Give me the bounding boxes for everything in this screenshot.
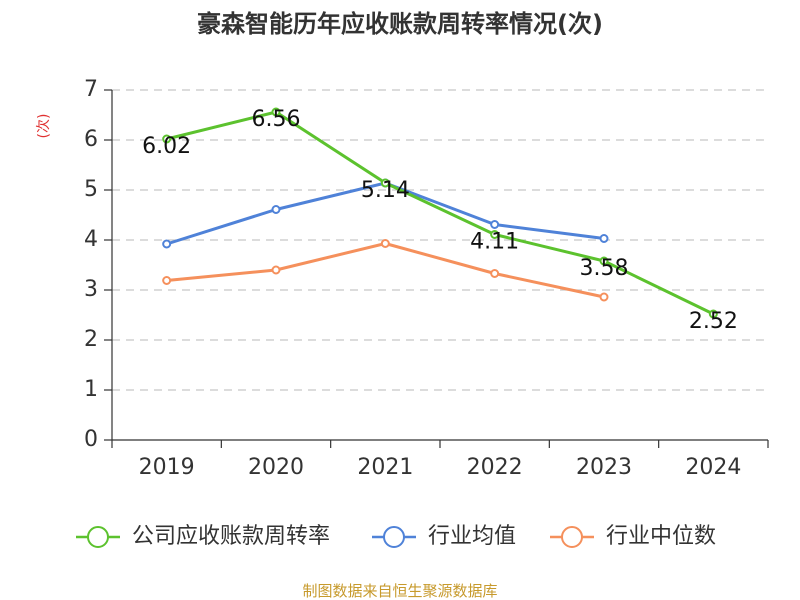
y-tick-label: 5	[84, 177, 98, 202]
data-point	[271, 107, 281, 117]
legend-item-0[interactable]: 公司应收账款周转率	[76, 524, 330, 549]
y-tick-label: 2	[84, 327, 98, 352]
x-tick-label: 2019	[139, 455, 195, 480]
legend-item-2[interactable]: 行业中位数	[550, 524, 716, 549]
data-label: 5.14	[361, 178, 410, 203]
data-label: 6.02	[142, 134, 191, 159]
legend-label: 行业中位数	[606, 524, 716, 549]
x-tick-label: 2022	[467, 455, 523, 480]
legend-marker	[383, 526, 405, 548]
legend-label: 行业均值	[428, 524, 516, 549]
y-tick-label: 7	[84, 77, 98, 102]
legend-marker	[87, 526, 109, 548]
legend-item-1[interactable]: 行业均值	[372, 524, 516, 549]
grid	[112, 89, 768, 391]
data-point	[380, 239, 390, 248]
chart-title: 豪森智能历年应收账款周转率情况(次)	[197, 10, 603, 38]
data-label: 2.52	[689, 309, 738, 334]
x-tick-label: 2023	[576, 455, 632, 480]
legend-label: 公司应收账款周转率	[132, 524, 330, 549]
y-tick-label: 6	[84, 127, 98, 152]
y-axis-label: (次)	[36, 114, 52, 139]
x-tick-label: 2024	[685, 455, 741, 480]
y-tick-label: 4	[84, 227, 98, 252]
data-point	[490, 269, 500, 278]
data-point	[599, 292, 609, 302]
data-point	[162, 239, 172, 249]
legend-marker	[561, 526, 583, 548]
x-tick-label: 2021	[357, 455, 413, 480]
legend: 公司应收账款周转率 行业均值 行业中位数	[76, 524, 716, 549]
data-label: 4.11	[470, 230, 519, 255]
data-point	[271, 205, 281, 214]
series-line-0	[165, 110, 715, 316]
data-point	[380, 178, 390, 188]
series-line-2	[165, 242, 606, 299]
data-point	[708, 309, 718, 319]
data-labels: 6.02 6.56 5.14 4.11 3.58 2.52	[142, 107, 738, 334]
y-tick-label: 3	[84, 277, 98, 302]
data-point	[271, 265, 281, 275]
data-point	[162, 134, 172, 144]
x-tick-label: 2020	[248, 455, 304, 480]
series-layer	[162, 107, 718, 319]
data-point	[490, 220, 500, 229]
data-point	[162, 276, 172, 285]
y-tick-label: 0	[84, 427, 98, 452]
data-point	[599, 256, 609, 266]
axes: 0 1 2 3 4 5 6 7 2019 2020 2021 2022 2023 2024	[84, 77, 769, 480]
data-label: 3.58	[580, 256, 629, 281]
data-label: 6.56	[252, 107, 301, 132]
y-tick-label: 1	[84, 377, 98, 402]
data-point	[599, 234, 609, 243]
data-point	[490, 230, 500, 239]
source-note: 制图数据来自恒生聚源数据库	[302, 582, 497, 600]
